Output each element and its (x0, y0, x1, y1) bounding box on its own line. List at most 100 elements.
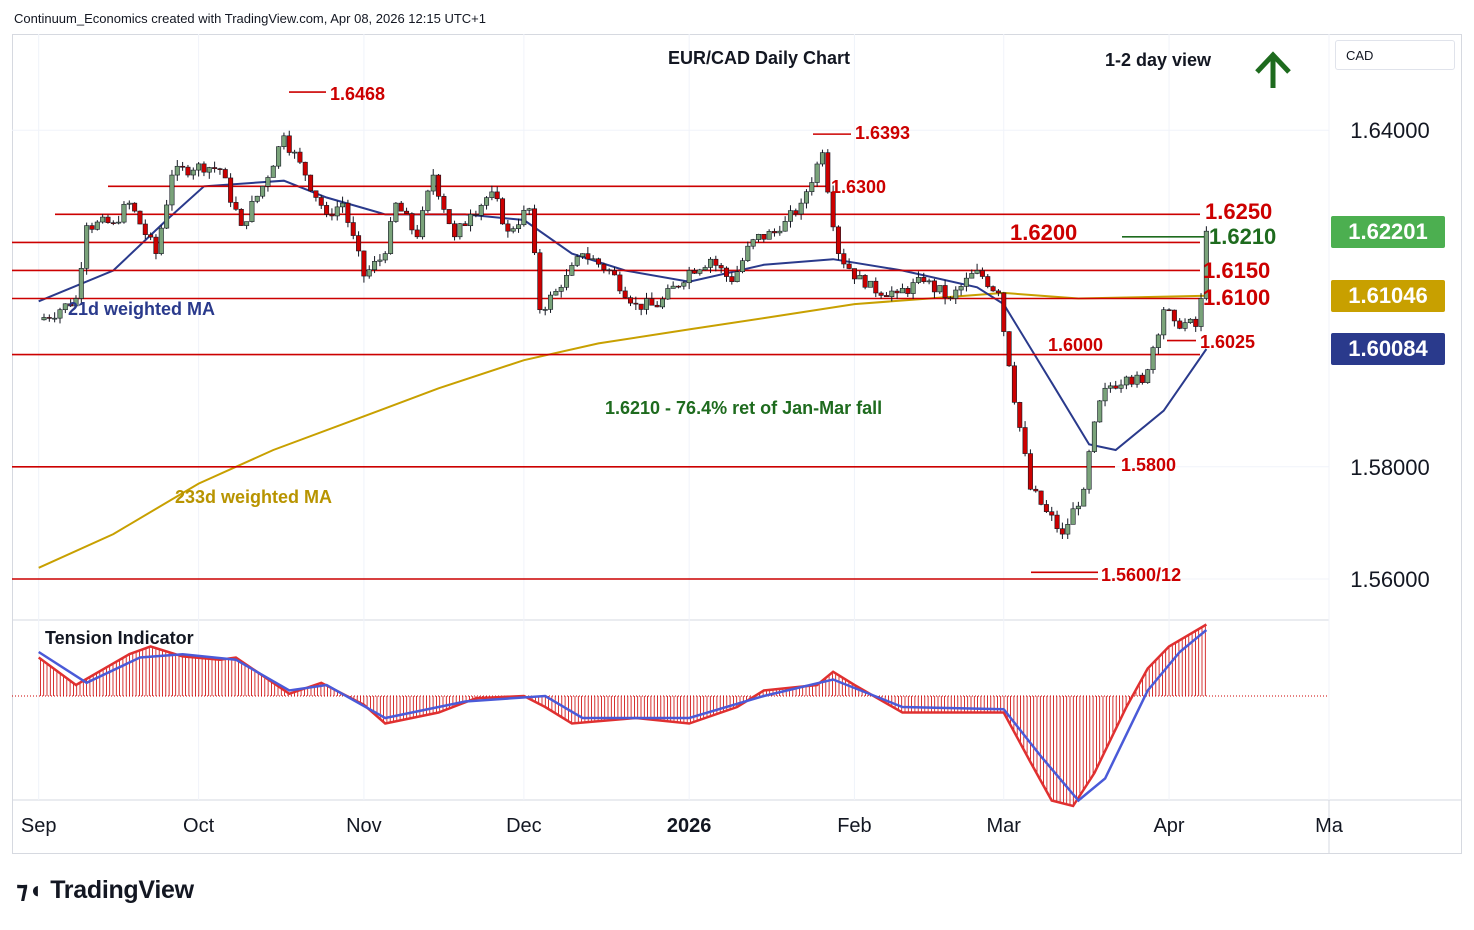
candle-body (46, 317, 52, 319)
candle-body (190, 169, 196, 176)
candle-body (915, 277, 921, 283)
candle-body (361, 250, 367, 277)
candle-down (302, 161, 308, 182)
candle-body (1145, 369, 1151, 383)
candle-down (46, 314, 52, 322)
currency-selector[interactable]: CAD (1335, 40, 1455, 70)
candle-body (1171, 309, 1177, 322)
candle-body (270, 165, 276, 178)
candle-body (1129, 376, 1135, 385)
candle-up (1107, 382, 1113, 393)
last-price-value: 1.62201 (1348, 219, 1428, 244)
level-label-1-6210: 1.6210 (1209, 224, 1276, 249)
candle-body (697, 269, 703, 274)
candle-down (830, 185, 836, 232)
candle-down (308, 174, 314, 193)
candle-body (1054, 514, 1060, 529)
x-tick-label: Sep (21, 815, 57, 837)
level-label-1-6150: 1.6150 (1203, 258, 1270, 283)
candle-down (404, 207, 410, 214)
tension-label: Tension Indicator (45, 628, 194, 648)
candle-body (1123, 376, 1129, 386)
candle-body (841, 253, 847, 265)
candle-body (409, 213, 415, 231)
candle-down (633, 296, 639, 310)
up-arrow-icon (1255, 51, 1291, 88)
candle-down (723, 266, 729, 282)
candle-body (979, 270, 985, 277)
candle-body (388, 221, 394, 254)
candle-down (691, 268, 697, 274)
candle-up (542, 306, 548, 316)
candle-body (750, 239, 756, 247)
candle-down (1139, 372, 1145, 385)
candle-down (238, 208, 244, 226)
candle-body (1166, 309, 1172, 312)
candle-up (100, 214, 106, 224)
candle-body (505, 223, 511, 232)
candle-up (745, 241, 751, 263)
x-tick-label: Feb (837, 815, 871, 837)
candle-body (222, 169, 228, 179)
candle-body (84, 225, 90, 269)
candle-body (526, 208, 532, 211)
candle-down (233, 196, 239, 211)
candle-body (1075, 505, 1081, 510)
candle-down (905, 286, 911, 297)
candle-up (867, 280, 873, 288)
candle-up (787, 205, 793, 228)
candle-body (899, 288, 905, 294)
candle-body (617, 274, 623, 292)
level-label-1-6393: 1.6393 (855, 123, 910, 143)
candle-down (995, 289, 1001, 297)
candle-down (1033, 485, 1039, 493)
candle-up (158, 225, 164, 256)
candle-up (1118, 379, 1124, 393)
candle-body (905, 288, 911, 294)
candle-up (420, 206, 426, 240)
candle-down (148, 232, 154, 241)
candle-body (137, 210, 143, 225)
candle-body (633, 302, 639, 305)
candle-up (819, 149, 825, 167)
candle-body (404, 210, 410, 214)
candle-down (1171, 309, 1177, 327)
candle-body (265, 177, 271, 187)
candle-up (84, 222, 90, 275)
candle-up (553, 288, 559, 296)
candle-up (1102, 382, 1108, 407)
candle-up (260, 185, 266, 199)
candle-body (985, 276, 991, 287)
candle-body (1182, 322, 1188, 329)
candle-body (158, 227, 164, 254)
candle-body (1139, 374, 1145, 383)
candle-up (41, 313, 47, 321)
candle-up (489, 185, 495, 201)
candle-up (276, 146, 282, 169)
candle-down (612, 267, 618, 276)
ma21-path (38, 179, 1208, 452)
chart-title: EUR/CAD Daily Chart (668, 48, 850, 68)
candle-body (558, 286, 564, 292)
ma233-badge: 1.61046 (1331, 280, 1445, 312)
candle-body (739, 260, 745, 273)
candle-body (366, 269, 372, 277)
candle-up (899, 283, 905, 294)
candle-body (52, 317, 58, 320)
candle-body (766, 231, 772, 240)
candle-body (809, 182, 815, 193)
candle-body (308, 174, 314, 192)
candle-down (532, 204, 538, 256)
candle-body (846, 263, 852, 269)
candle-down (105, 214, 111, 224)
chart-frame (12, 34, 1462, 854)
candle-down (446, 209, 452, 225)
candle-up (425, 189, 431, 213)
candle-body (1187, 318, 1193, 323)
candle-up (1203, 226, 1209, 301)
ma21-badge: 1.60084 (1331, 333, 1445, 365)
candle-down (931, 278, 937, 299)
candle-down (1038, 490, 1044, 506)
candle-body (201, 163, 207, 173)
